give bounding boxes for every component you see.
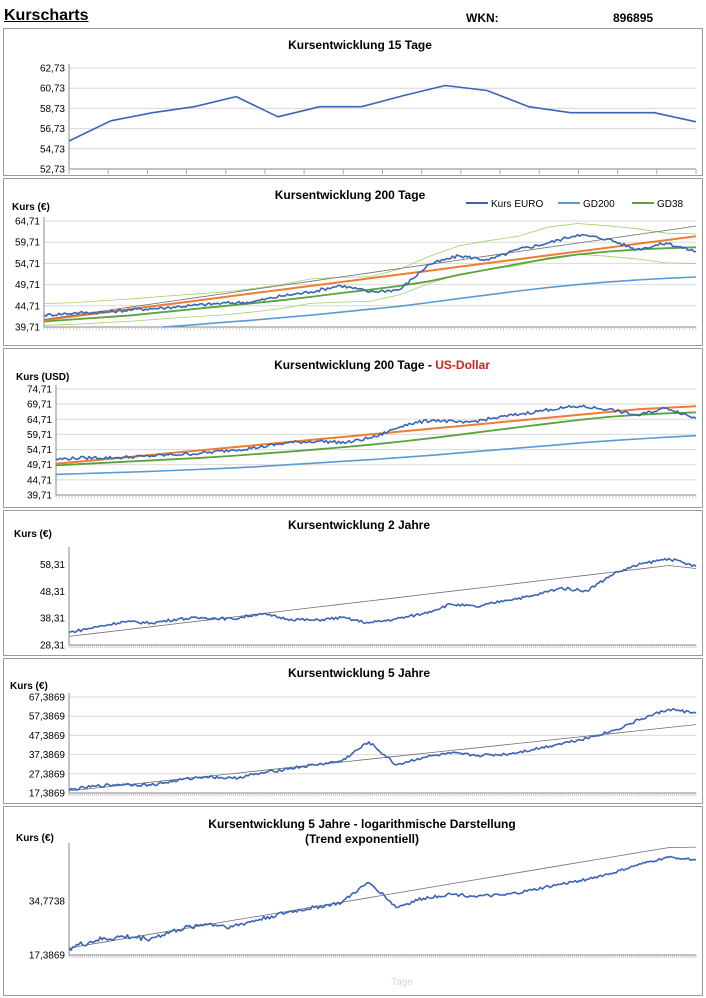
series-line-gd38 — [43, 246, 697, 323]
chart-title: Kursentwicklung 5 Jahre - logarithmische… — [208, 817, 515, 831]
y-tick-label: 54,73 — [40, 144, 65, 155]
y-tick-label: 69,71 — [27, 400, 52, 411]
wkn-value: 896895 — [613, 11, 654, 25]
chart-title: Kursentwicklung 2 Jahre — [288, 518, 430, 532]
chart-title: Kursentwicklung 200 Tage — [275, 188, 426, 202]
y-tick-label: 59,71 — [27, 430, 52, 441]
series-line-trend-orange — [43, 235, 697, 322]
y-tick-label: 74,71 — [27, 385, 52, 396]
plot-area: 34,7738 17,3869 — [29, 843, 697, 962]
band-line — [43, 223, 697, 304]
chart-title: Kursentwicklung 5 Jahre — [288, 666, 430, 680]
y-tick-label: 57,3869 — [29, 712, 66, 723]
y-tick-label: 49,71 — [15, 280, 40, 291]
chart-panel-5-jahre: Kursentwicklung 5 Jahre Kurs (€) 67,3869… — [3, 658, 703, 804]
series-line-kurs — [68, 84, 697, 142]
legend-item: GD38 — [657, 199, 684, 210]
legend-item: Kurs EURO — [491, 199, 543, 210]
wkn-label: WKN: — [466, 11, 499, 25]
y-axis-label: Kurs (€) — [12, 202, 50, 213]
y-tick-label: 62,73 — [40, 64, 65, 75]
x-axis-label: Tage — [391, 977, 413, 988]
y-tick-label: 52,73 — [40, 165, 65, 176]
chart-5-jahre-log: Kursentwicklung 5 Jahre - logarithmische… — [16, 817, 697, 988]
page-title: Kurscharts — [4, 7, 89, 24]
series-line-kurs-euro — [43, 233, 696, 317]
y-tick-label: 27,3869 — [29, 769, 66, 780]
y-tick-label: 28,31 — [40, 641, 65, 652]
y-tick-label: 49,71 — [27, 460, 52, 471]
y-axis-label: Kurs (€) — [14, 529, 52, 540]
plot-area: 64,71 59,71 54,71 49,71 44,71 39,71 — [15, 217, 697, 334]
chart-200-tage-usd: Kursentwicklung 200 Tage - US-Dollar Kur… — [16, 358, 697, 502]
y-tick-label: 54,71 — [15, 259, 40, 270]
series-line-gd200 — [162, 276, 697, 328]
y-tick-label: 60,73 — [40, 84, 65, 95]
plot-area: 74,71 69,71 64,71 59,71 54,71 49,71 44,71 39,71 — [27, 385, 697, 502]
y-axis-label: Kurs (€) — [10, 681, 48, 692]
series-line-kurs — [68, 557, 697, 634]
series-line-trend-orange — [55, 405, 697, 465]
y-tick-label: 34,7738 — [29, 897, 66, 908]
chart-subtitle: (Trend exponentiell) — [305, 832, 419, 846]
y-tick-label: 64,71 — [15, 217, 40, 228]
legend: Kurs EURO GD200 GD38 — [466, 199, 684, 210]
y-tick-label: 59,71 — [15, 238, 40, 249]
legend-item: GD200 — [583, 199, 615, 210]
y-tick-label: 67,3869 — [29, 693, 66, 704]
series-line-kurs — [68, 708, 697, 791]
y-tick-label: 56,73 — [40, 124, 65, 135]
chart-panel-2-jahre: Kursentwicklung 2 Jahre Kurs (€) 58,31 48… — [3, 510, 703, 656]
series-line-trend — [68, 846, 697, 949]
y-tick-label: 58,31 — [40, 560, 65, 571]
series-line-gd38 — [55, 411, 697, 467]
y-tick-label: 64,71 — [27, 415, 52, 426]
y-tick-label: 39,71 — [15, 323, 40, 334]
y-tick-label: 17,3869 — [29, 789, 66, 800]
chart-200-tage: Kursentwicklung 200 Tage Kurs (€) Kurs E… — [12, 188, 697, 334]
chart-5-jahre: Kursentwicklung 5 Jahre Kurs (€) 67,3869… — [10, 666, 697, 800]
y-tick-label: 44,71 — [27, 475, 52, 486]
y-tick-label: 48,31 — [40, 587, 65, 598]
series-line-gd200 — [55, 434, 697, 476]
y-tick-label: 37,3869 — [29, 750, 66, 761]
chart-panel-200-tage: Kursentwicklung 200 Tage Kurs (€) Kurs E… — [3, 178, 703, 346]
series-line-trend — [68, 565, 697, 637]
y-tick-label: 44,71 — [15, 301, 40, 312]
y-tick-label: 54,71 — [27, 445, 52, 456]
plot-area: 58,31 48,31 38,31 28,31 — [40, 547, 697, 652]
chart-2-jahre: Kursentwicklung 2 Jahre Kurs (€) 58,31 48… — [14, 518, 697, 652]
chart-panel-5-jahre-log: Kursentwicklung 5 Jahre - logarithmische… — [3, 806, 703, 996]
y-tick-label: 38,31 — [40, 614, 65, 625]
chart-15-tage: Kursentwicklung 15 Tage 62,73 60,73 58,73 5… — [40, 38, 697, 176]
y-axis-label: Kurs (USD) — [16, 372, 69, 383]
plot-area: 67,3869 57,3869 47,3869 37,3869 27,3869 17,38… — [29, 693, 697, 800]
chart-panel-200-tage-usd: Kursentwicklung 200 Tage - US-Dollar Kur… — [3, 348, 703, 508]
series-line-kurs — [68, 855, 697, 952]
chart-title: Kursentwicklung 200 Tage - US-Dollar — [274, 358, 490, 372]
plot-area: 62,73 60,73 58,73 56,73 54,73 52,73 — [40, 64, 697, 176]
series-line-trend-grey — [43, 225, 697, 320]
chart-panel-15-tage: Kursentwicklung 15 Tage 62,73 60,73 58,73 5… — [3, 28, 703, 176]
y-tick-label: 39,71 — [27, 491, 52, 502]
y-axis-label: Kurs (€) — [16, 833, 54, 844]
y-tick-label: 17,3869 — [29, 951, 66, 962]
series-line-kurs-usd — [55, 404, 697, 461]
y-tick-label: 58,73 — [40, 104, 65, 115]
band-line — [43, 253, 697, 326]
y-tick-label: 47,3869 — [29, 731, 66, 742]
chart-title: Kursentwicklung 15 Tage — [288, 38, 432, 52]
